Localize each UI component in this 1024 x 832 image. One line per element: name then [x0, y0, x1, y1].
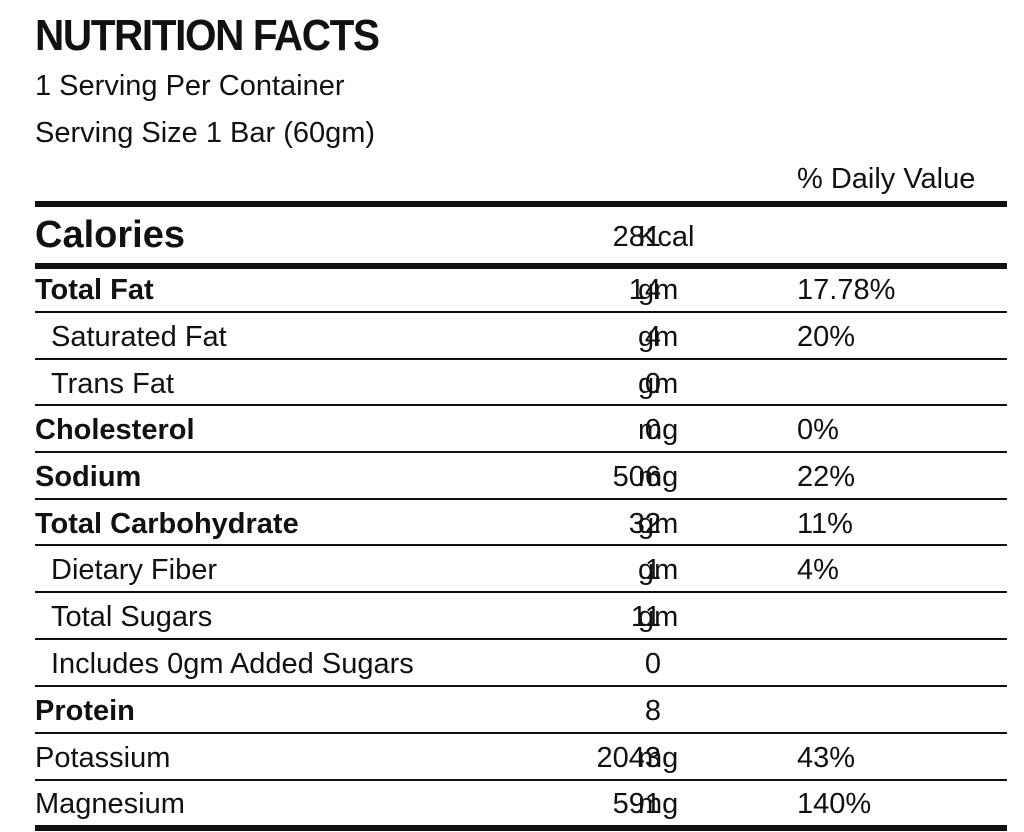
- nutrient-name: Protein: [35, 695, 135, 727]
- nutrient-unit: gm: [638, 508, 679, 540]
- nutrient-name: Dietary Fiber: [51, 554, 217, 586]
- nutrient-name: Includes 0gm Added Sugars: [51, 648, 414, 680]
- nutrient-daily-value: 11%: [797, 508, 853, 540]
- calories-divider: [35, 263, 1007, 269]
- nutrient-name: Total Carbohydrate: [35, 508, 299, 540]
- row-divider: [35, 311, 1007, 313]
- nutrient-unit: gm: [638, 321, 679, 353]
- row-divider: [35, 685, 1007, 687]
- nutrient-name: Trans Fat: [51, 368, 175, 400]
- nutrient-row-dietary-fiber: Dietary Fiber 1 gm 4%: [35, 548, 1007, 592]
- daily-value-header: % Daily Value: [797, 163, 976, 195]
- row-divider: [35, 732, 1007, 734]
- nutrient-amount: 4: [644, 321, 661, 353]
- nutrient-row-sodium: Sodium 506 mg 22%: [35, 455, 1007, 499]
- nutrient-amount: 1: [644, 554, 661, 586]
- nutrient-row-added-sugars: Includes 0gm Added Sugars 0: [35, 642, 1007, 686]
- nutrient-daily-value: 140%: [797, 788, 872, 820]
- nutrient-daily-value: 17.78%: [797, 274, 896, 306]
- nutrient-name: Total Sugars: [51, 601, 213, 633]
- nutrient-row-cholesterol: Cholesterol 0 mg 0%: [35, 408, 1007, 452]
- row-divider: [35, 358, 1007, 360]
- row-divider: [35, 498, 1007, 500]
- calories-row: Calories 281 Kcal: [35, 207, 1007, 263]
- nutrient-unit: gm: [638, 368, 679, 400]
- nutrient-row-potassium: Potassium 2043 mg 43%: [35, 736, 1007, 780]
- nutrient-amount: 8: [644, 695, 661, 727]
- calories-label: Calories: [35, 214, 185, 256]
- nutrient-name: Potassium: [35, 742, 171, 774]
- row-divider: [35, 544, 1007, 546]
- nutrient-amount: 506: [612, 461, 661, 493]
- nutrient-amount: 0: [644, 414, 661, 446]
- row-divider: [35, 404, 1007, 406]
- servings-per-container: 1 Serving Per Container: [35, 70, 345, 102]
- nutrient-name: Sodium: [35, 461, 142, 493]
- nutrient-amount: 14: [628, 274, 661, 306]
- nutrient-row-saturated-fat: Saturated Fat 4 gm 20%: [35, 315, 1007, 359]
- nutrient-daily-value: 4%: [797, 554, 839, 586]
- nutrient-amount: 32: [628, 508, 661, 540]
- nutrient-row-total-carbohydrate: Total Carbohydrate 32 gm 11%: [35, 502, 1007, 546]
- nutrient-amount: 0: [644, 368, 661, 400]
- nutrient-amount: 0: [644, 648, 661, 680]
- row-divider: [35, 779, 1007, 781]
- nutrient-amount: 2043: [596, 742, 661, 774]
- nutrient-row-magnesium: Magnesium 591 mg 140%: [35, 782, 1007, 826]
- nutrient-daily-value: 43%: [797, 742, 856, 774]
- nutrient-unit: gm: [638, 274, 679, 306]
- nutrient-row-protein: Protein 8: [35, 689, 1007, 733]
- nutrient-name: Saturated Fat: [51, 321, 227, 353]
- nutrient-unit: mg: [638, 414, 679, 446]
- nutrient-name: Cholesterol: [35, 414, 195, 446]
- nutrient-row-trans-fat: Trans Fat 0 gm: [35, 362, 1007, 406]
- nutrient-daily-value: 0%: [797, 414, 839, 446]
- nutrient-unit: mg: [638, 788, 679, 820]
- nutrient-daily-value: 22%: [797, 461, 856, 493]
- bottom-divider: [35, 825, 1007, 831]
- nutrient-amount: 591: [612, 788, 661, 820]
- row-divider: [35, 638, 1007, 640]
- nutrient-unit: gm: [638, 601, 679, 633]
- nutrient-unit: mg: [638, 742, 679, 774]
- nutrient-name: Magnesium: [35, 788, 185, 820]
- row-divider: [35, 591, 1007, 593]
- nutrient-unit: mg: [638, 461, 679, 493]
- nutrient-name: Total Fat: [35, 274, 154, 306]
- label-title: NUTRITION FACTS: [35, 11, 380, 60]
- nutrient-row-total-sugars: Total Sugars 11 gm: [35, 595, 1007, 639]
- nutrient-row-total-fat: Total Fat 14 gm 17.78%: [35, 268, 1007, 312]
- serving-size: Serving Size 1 Bar (60gm): [35, 117, 376, 149]
- row-divider: [35, 451, 1007, 453]
- nutrient-daily-value: 20%: [797, 321, 856, 353]
- nutrient-unit: gm: [638, 554, 679, 586]
- calories-amount: 281: [612, 221, 661, 253]
- calories-unit: Kcal: [638, 221, 695, 253]
- nutrient-amount: 11: [630, 601, 661, 633]
- top-divider: [35, 201, 1007, 207]
